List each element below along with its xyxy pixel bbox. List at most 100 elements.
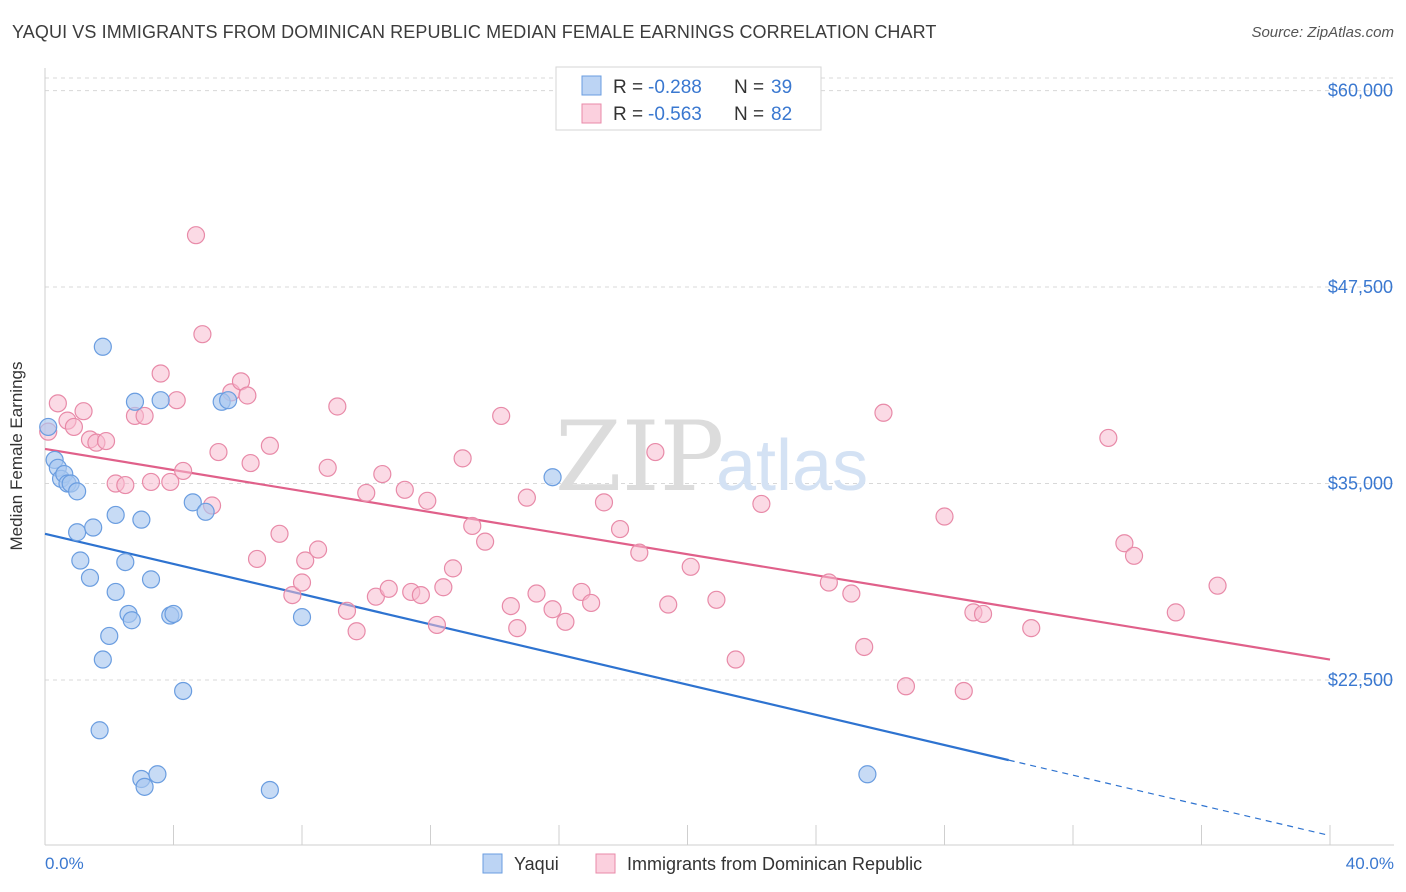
dominican-point (186, 226, 206, 245)
dominican-point (434, 578, 453, 597)
y-tick-labels: $22,500 $35,000 $47,500 $60,000 (1328, 81, 1393, 690)
yaqui-point (151, 391, 170, 410)
watermark-atlas: atlas (716, 426, 868, 506)
dominican-point (501, 596, 520, 616)
dominican-point (874, 403, 893, 422)
dominican-point (1115, 534, 1134, 553)
yaqui-point (196, 502, 215, 521)
dominican-point (395, 480, 414, 499)
yaqui-point (39, 417, 58, 437)
dominican-point (896, 677, 916, 696)
dominican-point (328, 397, 347, 416)
dominican-point (610, 519, 630, 539)
dominican-point (492, 406, 511, 426)
dominican-point (116, 475, 135, 495)
y-tick-label: $47,500 (1328, 277, 1393, 297)
dominican-point (161, 472, 180, 492)
dominican-point (357, 483, 376, 503)
yaqui-point (543, 468, 562, 487)
dominican-point (318, 458, 337, 477)
yaqui-point (292, 608, 312, 627)
yaqui-point (219, 391, 238, 410)
dominican-point (463, 516, 482, 536)
svg-text:R = -0.288 N =: R = -0.288 N = 39 (613, 77, 792, 98)
dominican-point (453, 449, 472, 468)
dominican-point (411, 585, 430, 605)
dominican-point (954, 681, 973, 701)
dominican-point (308, 540, 328, 559)
source-label: Source: ZipAtlas.com (1251, 24, 1394, 41)
legend-bottom-dom-swatch (595, 853, 616, 874)
yaqui-point (106, 505, 125, 525)
yaqui-point (183, 493, 202, 512)
legend-yaqui-r-value: -0.288 (648, 77, 702, 98)
yaqui-point (858, 765, 877, 784)
svg-text:R = -0.563 N =: R = -0.563 N = 82 (613, 104, 792, 125)
dominican-point (842, 584, 861, 603)
watermark: ZIP atlas (555, 401, 868, 513)
dominican-point (646, 442, 665, 462)
dominican-point (726, 650, 745, 669)
yaqui-point (132, 510, 151, 529)
dominican-point (630, 543, 649, 562)
chart-title: YAQUI VS IMMIGRANTS FROM DOMINICAN REPUB… (12, 22, 937, 42)
dominican-point (238, 386, 257, 405)
dominican-point (819, 573, 838, 592)
dominican-point (1208, 576, 1227, 595)
dominican-point (167, 391, 186, 410)
dominican-point (209, 442, 228, 462)
dominican-point (135, 406, 154, 426)
yaqui-point (93, 650, 112, 669)
yaqui-point (122, 611, 141, 630)
dominican-point (48, 394, 67, 413)
trend-line-yaqui (44, 532, 1010, 762)
dominican-point (270, 524, 289, 543)
yaqui-point (68, 482, 87, 501)
dominican-point (476, 532, 495, 551)
dominican-point (193, 325, 212, 344)
axes (44, 68, 1394, 846)
watermark-zip: ZIP (555, 401, 724, 513)
dominican-point (1099, 428, 1118, 448)
dominican-point (64, 417, 84, 437)
dominican-point (935, 507, 954, 526)
dominican-point (260, 436, 279, 455)
yaqui-point (106, 582, 125, 602)
dominican-point (141, 472, 161, 492)
dominican-point (443, 559, 463, 578)
yaqui-point (260, 780, 279, 800)
dominican-point (379, 579, 398, 598)
yaqui-point (116, 552, 135, 572)
dominican-point (283, 585, 302, 605)
legend-dom-r-value: -0.563 (648, 104, 702, 125)
yaqui-point (135, 777, 154, 796)
legend-bottom: Yaqui Immigrants from Dominican Republic (482, 853, 922, 874)
x-tick-label-min: 0.0% (45, 854, 84, 873)
dominican-point (247, 549, 267, 569)
yaqui-point (80, 568, 100, 587)
dominican-point (752, 494, 771, 514)
legend-dom-r-label: R = (613, 104, 648, 125)
legend-bottom-dom-label: Immigrants from Dominican Republic (627, 854, 922, 874)
dominican-point (373, 464, 392, 484)
x-ticks (44, 825, 1331, 845)
dominican-point (74, 402, 93, 421)
yaqui-point (93, 337, 112, 356)
series-yaqui-points (39, 337, 877, 800)
yaqui-point (90, 721, 109, 740)
dominican-point (1124, 546, 1144, 565)
legend-yaqui-r-label: R = (613, 77, 648, 98)
legend-bottom-yaqui-swatch (482, 853, 503, 874)
dominican-point (556, 612, 575, 631)
dominican-point (1166, 603, 1185, 622)
dominican-point (96, 431, 116, 451)
yaqui-point (71, 551, 90, 570)
dominican-point (337, 601, 357, 620)
dominican-point (707, 590, 726, 609)
y-tick-label: $22,500 (1328, 670, 1393, 690)
legend-dom-n-label: N = (734, 104, 769, 125)
y-tick-label: $60,000 (1328, 81, 1393, 101)
dominican-point (418, 491, 437, 510)
yaqui-point (148, 765, 167, 784)
